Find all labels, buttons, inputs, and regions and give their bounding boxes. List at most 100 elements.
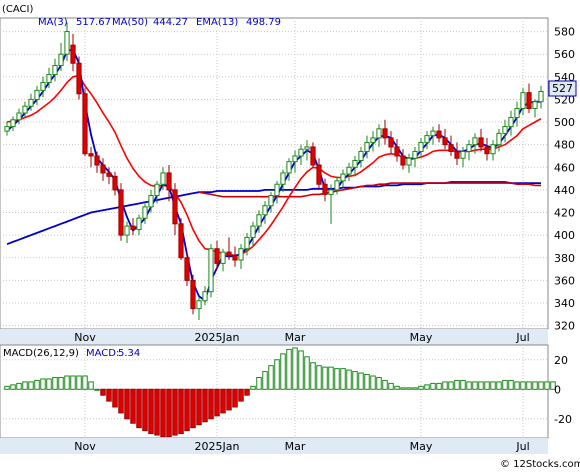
macd-bar-positive: [340, 368, 346, 390]
macd-bar-positive: [418, 385, 424, 390]
candle-down: [130, 225, 136, 230]
macd-bar-positive: [436, 382, 442, 390]
x-axis-band: [0, 329, 548, 345]
candle-up: [490, 144, 496, 155]
candle-down: [82, 93, 88, 155]
candle-up: [208, 248, 214, 293]
candle-up: [334, 180, 340, 191]
macd-bar-positive: [544, 381, 550, 390]
macd-bar-positive: [406, 387, 412, 390]
candle-up: [496, 132, 502, 146]
macd-x-tick-label: Jul: [515, 440, 529, 453]
x-tick-label: May: [410, 331, 433, 344]
macd-bar-negative: [160, 388, 166, 438]
candle-down: [184, 257, 190, 281]
candle-up: [4, 126, 10, 132]
macd-bar-positive: [472, 381, 478, 390]
macd-bar-negative: [196, 388, 202, 426]
macd-bar-positive: [412, 387, 418, 390]
macd-bar-positive: [478, 381, 484, 390]
macd-bar-negative: [220, 388, 226, 414]
series-line-ma50: [198, 182, 541, 198]
series-line-ma200: [6, 181, 541, 246]
candle-up: [46, 74, 52, 83]
candle-down: [388, 137, 394, 148]
macd-bar-positive: [250, 385, 256, 390]
macd-bar-negative: [190, 388, 196, 429]
candle-up: [22, 105, 28, 114]
price-tick-label: 500: [554, 116, 575, 129]
candle-down: [322, 183, 328, 195]
macd-bar-negative: [100, 388, 106, 396]
macd-x-axis: Nov2025JanMarMayJulSep: [74, 440, 529, 453]
candle-up: [514, 107, 520, 119]
macd-bar-positive: [346, 369, 352, 390]
macd-x-tick-label: May: [410, 440, 433, 453]
macd-bar-positive: [46, 378, 52, 390]
macd-bar-positive: [484, 381, 490, 390]
macd-bar-positive: [82, 375, 88, 390]
macd-bar-negative: [238, 388, 244, 402]
candle-up: [268, 195, 274, 207]
candle-up: [346, 166, 352, 175]
macd-panel: [0, 344, 549, 439]
price-grid: [0, 18, 548, 329]
macd-bar-positive: [70, 375, 76, 390]
candle-up: [532, 101, 538, 109]
macd-bar-negative: [166, 388, 172, 438]
candle-up: [466, 144, 472, 152]
macd-bar-positive: [262, 371, 268, 390]
candle-up: [370, 137, 376, 143]
candle-up: [196, 300, 202, 310]
candle-up: [10, 119, 16, 128]
price-tick-label: 340: [554, 297, 575, 310]
candle-down: [442, 137, 448, 146]
macd-bar-positive: [388, 382, 394, 390]
macd-bar-positive: [94, 388, 100, 391]
macd-bar-positive: [514, 381, 520, 390]
candle-up: [460, 150, 466, 159]
macd-bar-positive: [358, 372, 364, 390]
price-tick-label: 560: [554, 48, 575, 61]
candle-up: [406, 157, 412, 166]
ticker-label: (CACI): [2, 4, 33, 15]
macd-bar-positive: [316, 365, 322, 390]
candle-up: [160, 172, 166, 185]
candle-up: [430, 130, 436, 137]
macd-bar-negative: [142, 388, 148, 432]
candle-down: [166, 172, 172, 191]
macd-bar-positive: [526, 381, 532, 390]
candle-down: [484, 146, 490, 155]
price-tick-label: 480: [554, 139, 575, 152]
candle-up: [220, 251, 226, 264]
price-tick-label: 380: [554, 252, 575, 265]
macd-bar-negative: [202, 388, 208, 423]
candle-down: [394, 146, 400, 157]
candle-up: [286, 161, 292, 174]
candle-down: [454, 150, 460, 159]
macd-bar-positive: [502, 379, 508, 390]
candle-down: [172, 189, 178, 225]
macd-bar-positive: [352, 371, 358, 390]
candle-down: [100, 164, 106, 174]
last-price-tag: 527: [552, 82, 573, 95]
candle-up: [154, 183, 160, 197]
macd-bar-negative: [154, 388, 160, 436]
candle-up: [34, 89, 40, 100]
macd-x-axis-band: [0, 438, 548, 454]
x-tick-label: 2025Jan: [195, 331, 240, 344]
candle-down: [190, 279, 196, 310]
macd-bar-positive: [58, 376, 64, 390]
macd-bar-negative: [124, 388, 130, 420]
candle-down: [88, 153, 94, 157]
candle-up: [136, 217, 142, 230]
candle-up: [124, 225, 130, 236]
price-tick-label: 400: [554, 229, 575, 242]
macd-bar-negative: [172, 388, 178, 436]
macd-bar-positive: [292, 347, 298, 390]
legend-ma3-label: MA(3): [38, 17, 68, 28]
macd-bar-positive: [298, 350, 304, 390]
macd-bar-positive: [22, 381, 28, 390]
candlesticks: [4, 22, 544, 320]
